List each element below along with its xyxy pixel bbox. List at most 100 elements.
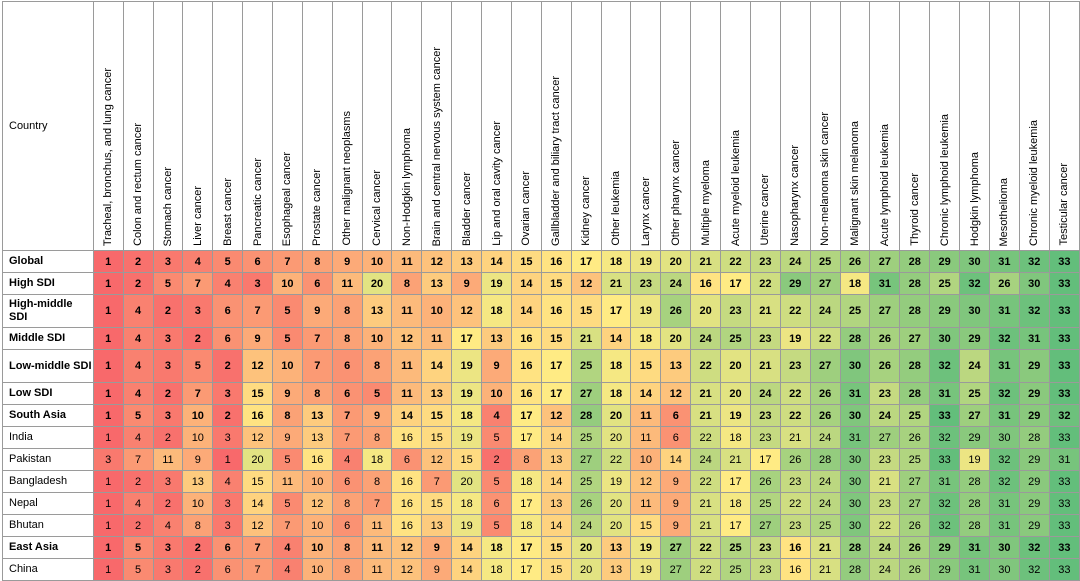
- rank-cell: 13: [600, 558, 632, 581]
- rank-cell: 15: [540, 327, 572, 350]
- rank-cell: 9: [660, 514, 692, 537]
- column-header-label: Kidney cancer: [580, 176, 593, 246]
- rank-cell: 27: [899, 470, 931, 493]
- rank-cell: 7: [361, 492, 393, 515]
- rank-cell: 15: [242, 382, 273, 405]
- row-label: China: [2, 558, 94, 581]
- rank-cell: 29: [959, 426, 990, 449]
- rank-cell: 33: [1048, 294, 1080, 328]
- rank-cell: 33: [1048, 426, 1080, 449]
- rank-cell: 1: [92, 349, 124, 383]
- rank-cell: 2: [122, 470, 154, 493]
- rank-cell: 7: [182, 382, 214, 405]
- rank-cell: 18: [720, 492, 751, 515]
- rank-cell: 27: [809, 349, 841, 383]
- rank-cell: 12: [570, 272, 602, 295]
- rank-cell: 18: [600, 250, 632, 273]
- rank-cell: 16: [391, 470, 423, 493]
- rank-cell: 13: [301, 404, 333, 427]
- rank-cell: 13: [421, 272, 453, 295]
- rank-cell: 25: [929, 272, 961, 295]
- rank-cell: 33: [1048, 349, 1080, 383]
- column-header-label: Other malignant neoplasms: [341, 111, 354, 246]
- rank-cell: 12: [242, 349, 273, 383]
- rank-cell: 25: [839, 294, 871, 328]
- rank-cell: 17: [540, 349, 572, 383]
- column-header: Chronic myeloid leukemia: [1018, 1, 1050, 251]
- rank-cell: 23: [779, 514, 811, 537]
- rank-cell: 5: [122, 536, 154, 559]
- rank-cell: 7: [271, 514, 303, 537]
- column-header-label: Prostate cancer: [311, 168, 324, 246]
- rank-cell: 14: [540, 470, 572, 493]
- rank-cell: 24: [809, 470, 841, 493]
- rank-cell: 31: [839, 382, 871, 405]
- rank-cell: 15: [421, 492, 453, 515]
- rank-cell: 6: [331, 349, 363, 383]
- rank-cell: 26: [749, 470, 781, 493]
- column-header: Liver cancer: [182, 1, 214, 251]
- column-header-label: Bladder cancer: [460, 172, 473, 246]
- rank-cell: 20: [361, 272, 393, 295]
- rank-cell: 24: [869, 536, 901, 559]
- rank-cell: 12: [421, 250, 453, 273]
- rank-cell: 25: [809, 514, 841, 537]
- rank-cell: 14: [600, 327, 632, 350]
- rank-cell: 3: [92, 448, 124, 471]
- rank-cell: 2: [152, 294, 184, 328]
- rank-cell: 21: [749, 294, 781, 328]
- rank-cell: 12: [301, 492, 333, 515]
- column-header-label: Colon and rectum cancer: [132, 123, 145, 246]
- rank-cell: 17: [720, 272, 751, 295]
- rank-cell: 26: [809, 404, 841, 427]
- rank-cell: 31: [1018, 327, 1050, 350]
- rank-cell: 5: [481, 514, 512, 537]
- rank-cell: 18: [451, 404, 483, 427]
- rank-cell: 17: [720, 514, 751, 537]
- rank-cell: 20: [451, 470, 483, 493]
- rank-cell: 26: [899, 426, 931, 449]
- rank-cell: 26: [839, 250, 871, 273]
- rank-cell: 1: [92, 250, 124, 273]
- column-header-label: Breast cancer: [221, 178, 234, 246]
- rank-cell: 31: [929, 470, 961, 493]
- rank-cell: 28: [959, 470, 990, 493]
- rank-cell: 10: [301, 514, 333, 537]
- column-header: Stomach cancer: [152, 1, 184, 251]
- rank-cell: 2: [152, 382, 184, 405]
- rank-cell: 28: [899, 349, 931, 383]
- rank-cell: 16: [779, 558, 811, 581]
- rank-cell: 30: [839, 404, 871, 427]
- rank-cell: 22: [690, 558, 722, 581]
- column-header-label: Hodgkin lymphoma: [968, 151, 981, 246]
- rank-cell: 28: [839, 558, 871, 581]
- rank-cell: 16: [540, 294, 572, 328]
- rank-cell: 2: [152, 426, 184, 449]
- rank-cell: 8: [361, 349, 393, 383]
- rank-cell: 26: [899, 558, 931, 581]
- rank-cell: 18: [481, 558, 512, 581]
- rank-cell: 15: [540, 272, 572, 295]
- rank-cell: 16: [242, 404, 273, 427]
- rank-cell: 22: [690, 349, 722, 383]
- column-header: Non-Hodgkin lymphoma: [391, 1, 423, 251]
- rank-cell: 4: [152, 514, 184, 537]
- rank-cell: 21: [809, 558, 841, 581]
- rank-cell: 24: [809, 294, 841, 328]
- rank-cell: 1: [212, 448, 244, 471]
- rank-cell: 22: [690, 470, 722, 493]
- column-header-label: Liver cancer: [191, 186, 204, 246]
- rank-cell: 26: [988, 272, 1020, 295]
- rank-cell: 8: [301, 382, 333, 405]
- rank-cell: 4: [271, 536, 303, 559]
- rank-cell: 22: [600, 448, 632, 471]
- row-label: Low SDI: [2, 382, 94, 405]
- table-row: Pakistan 3 7 11 9 1 20 5 16 4 18 6 12 15 2 8 13 27 22 10 14 2…: [2, 448, 1080, 471]
- rank-cell: 10: [361, 327, 393, 350]
- rank-cell: 29: [959, 327, 990, 350]
- column-header: Tracheal, bronchus, and lung cancer: [92, 1, 124, 251]
- rank-cell: 19: [451, 382, 483, 405]
- table-row: Global 1 2 3 4 5 6 7 8 9 10 11 12 13 14 15 16 17 18 19 20 21 2…: [2, 250, 1080, 273]
- row-label: South Asia: [2, 404, 94, 427]
- rank-cell: 24: [869, 404, 901, 427]
